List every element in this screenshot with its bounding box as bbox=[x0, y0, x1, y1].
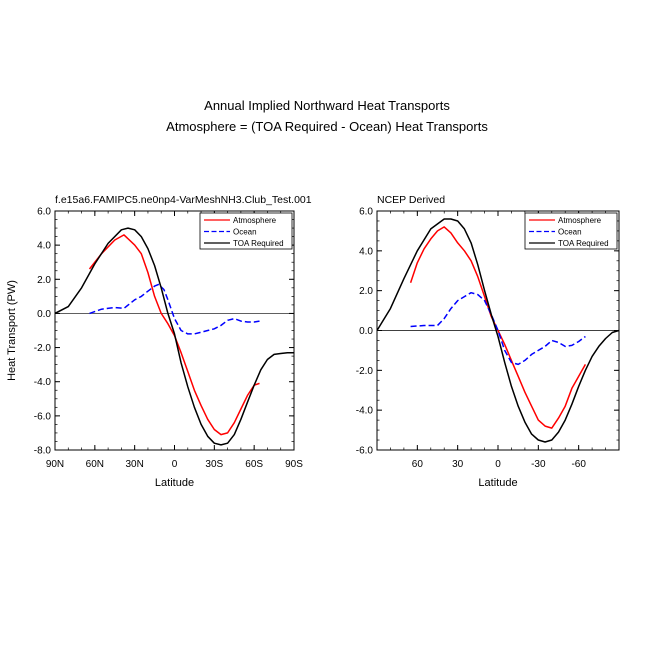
chart1-ytick-label: -6.0 bbox=[356, 446, 374, 457]
chart1-series-atmosphere-line bbox=[409, 226, 587, 429]
chart0-ytick-label: 0.0 bbox=[37, 309, 51, 320]
chart1-ytick-label: 2.0 bbox=[359, 286, 373, 297]
chart0-y-axis-title: Heat Transport (PW) bbox=[6, 280, 18, 381]
chart1-xtick-label: 60 bbox=[412, 459, 424, 470]
chart0-ytick-label: 2.0 bbox=[37, 275, 51, 286]
right-chart-panel: -6.0 -4.0 -2.0 0.0 2.0 4.0 6.0 60 30 0 -30 -60 Latit… bbox=[356, 194, 620, 489]
chart1-legend-label-atmosphere: Atmosphere bbox=[558, 216, 602, 225]
chart0-legend-label-toa-required: TOA Required bbox=[233, 239, 284, 248]
chart0-xtick-label: 60N bbox=[86, 459, 104, 470]
chart1-ytick-label: 4.0 bbox=[359, 246, 373, 257]
chart0-legend-label-ocean: Ocean bbox=[233, 228, 257, 237]
chart1-ytick-label: -4.0 bbox=[356, 406, 374, 417]
chart1-x-axis-title: Latitude bbox=[478, 477, 517, 489]
chart1-legend-label-toa-required: TOA Required bbox=[558, 239, 609, 248]
chart0-xtick-label: 0 bbox=[172, 459, 178, 470]
figure-title-line1: Annual Implied Northward Heat Transports bbox=[204, 98, 450, 113]
chart1-panel-title: NCEP Derived bbox=[377, 194, 445, 206]
chart1-legend-label-ocean: Ocean bbox=[558, 228, 582, 237]
chart0-xtick-label: 60S bbox=[245, 459, 263, 470]
left-chart-panel: -8.0 -6.0 -4.0 -2.0 0.0 2.0 4.0 6.0 90N 60N 30N 0 30… bbox=[6, 194, 312, 489]
chart1-xtick-label: 30 bbox=[452, 459, 464, 470]
chart0-series-toa-required-line bbox=[55, 227, 294, 446]
chart0-ytick-label: -4.0 bbox=[34, 377, 52, 388]
chart0-series-ocean-line bbox=[89, 283, 260, 335]
chart0-ytick-label: -2.0 bbox=[34, 343, 52, 354]
chart1-series-toa-required-line bbox=[377, 218, 619, 443]
chart1-ytick-label: 6.0 bbox=[359, 207, 373, 218]
chart0-series-atmosphere-line bbox=[88, 234, 260, 436]
chart1-xtick-label: -30 bbox=[531, 459, 546, 470]
chart0-ytick-label: -6.0 bbox=[34, 411, 52, 422]
chart1-xtick-label: 0 bbox=[495, 459, 501, 470]
chart1-xtick-label: -60 bbox=[571, 459, 586, 470]
figure-title-line2: Atmosphere = (TOA Required - Ocean) Heat… bbox=[166, 119, 488, 134]
chart1-ytick-label: -2.0 bbox=[356, 366, 374, 377]
chart0-ytick-label: 6.0 bbox=[37, 207, 51, 218]
chart0-x-axis-title: Latitude bbox=[155, 477, 194, 489]
chart1-ytick-label: 0.0 bbox=[359, 326, 373, 337]
chart0-ytick-label: 4.0 bbox=[37, 241, 51, 252]
chart0-ytick-label: -8.0 bbox=[34, 446, 52, 457]
chart0-xtick-label: 90N bbox=[46, 459, 64, 470]
chart0-xtick-label: 30N bbox=[125, 459, 143, 470]
chart0-xtick-label: 90S bbox=[285, 459, 303, 470]
chart0-legend-label-atmosphere: Atmosphere bbox=[233, 216, 277, 225]
chart0-panel-title: f.e15a6.FAMIPC5.ne0np4-VarMeshNH3.Club_T… bbox=[55, 194, 312, 206]
chart1-series-ocean-line bbox=[410, 291, 586, 366]
chart0-xtick-label: 30S bbox=[205, 459, 223, 470]
